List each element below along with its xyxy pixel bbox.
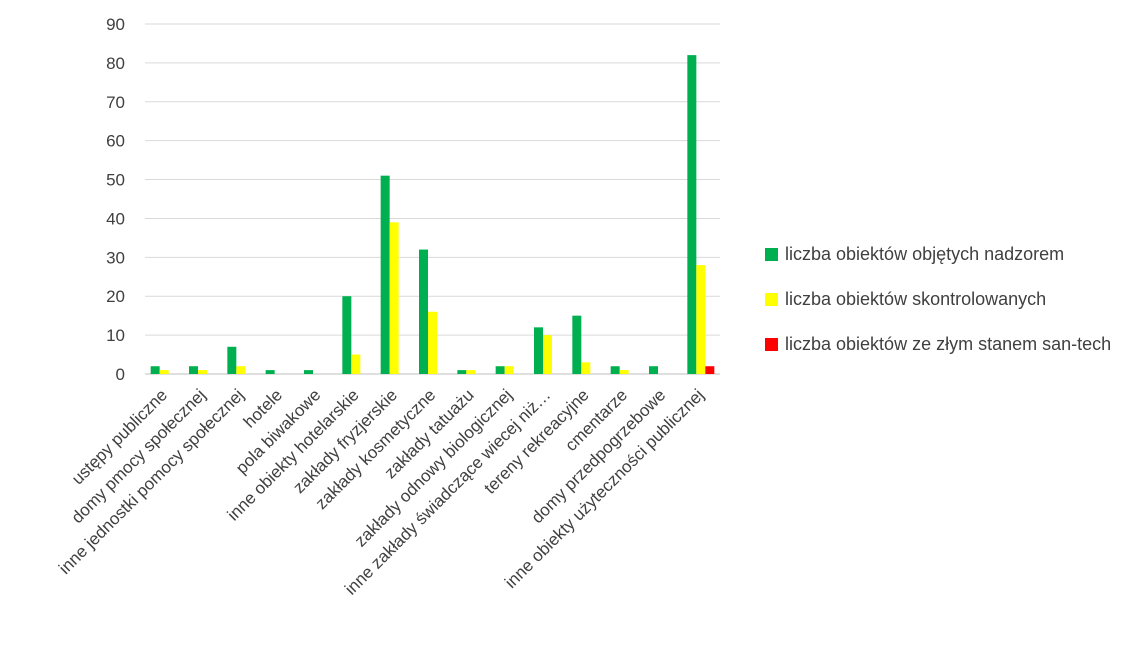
bar [265, 370, 275, 374]
y-tick-label: 20 [106, 287, 125, 306]
y-tick-label: 40 [106, 209, 125, 228]
bar [389, 222, 399, 374]
bar [150, 366, 160, 374]
legend: liczba obiektów objętych nadzorem liczba… [765, 240, 1133, 375]
bar [619, 370, 629, 374]
y-tick-label: 50 [106, 171, 125, 190]
y-tick-label: 60 [106, 132, 125, 151]
bar [419, 249, 428, 374]
bar [649, 366, 658, 374]
legend-item-zly-stan-san-tech: liczba obiektów ze złym stanem san-tech [765, 330, 1133, 358]
y-tick-label: 80 [106, 54, 125, 73]
bar [428, 311, 437, 374]
bar [351, 354, 361, 374]
y-tick-label: 0 [116, 365, 125, 384]
bar [581, 362, 591, 374]
bar [572, 315, 582, 374]
bar [687, 55, 697, 374]
y-tick-label: 90 [106, 15, 125, 34]
legend-item-skontrolowane: liczba obiektów skontrolowanych [765, 285, 1133, 313]
bar [342, 296, 352, 374]
legend-swatch [765, 338, 778, 351]
bar [534, 327, 543, 374]
bar [227, 346, 237, 374]
bar [380, 175, 390, 374]
legend-label: liczba obiektów skontrolowanych [785, 289, 1047, 309]
legend-item-objete-nadzorem: liczba obiektów objętych nadzorem [765, 240, 1133, 268]
bar [457, 370, 467, 374]
bar [610, 366, 620, 374]
bar [236, 366, 246, 374]
y-tick-label: 70 [106, 93, 125, 112]
bar [189, 366, 198, 374]
bar [705, 366, 715, 374]
bar [466, 370, 476, 374]
legend-swatch [765, 293, 778, 306]
gridlines [145, 23, 720, 375]
bar [198, 370, 207, 374]
y-tick-label: 10 [106, 326, 125, 345]
bars [150, 55, 715, 374]
bar [159, 370, 169, 374]
bar [495, 366, 505, 374]
legend-label: liczba obiektów ze złym stanem san-tech [785, 334, 1112, 354]
bar [504, 366, 514, 374]
bar [696, 265, 706, 374]
legend-label: liczba obiektów objętych nadzorem [785, 244, 1065, 264]
bar [304, 370, 313, 374]
y-tick-label: 30 [106, 248, 125, 267]
bar [543, 335, 552, 374]
legend-swatch [765, 248, 778, 261]
y-axis: 0 10 20 30 40 50 60 70 80 90 [106, 15, 125, 384]
